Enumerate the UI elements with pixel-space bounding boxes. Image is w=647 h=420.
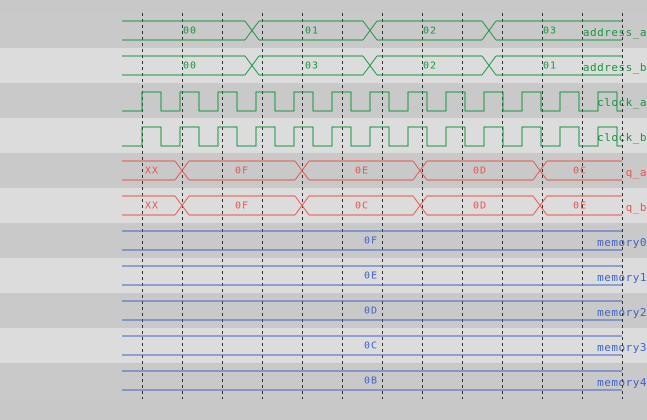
signal-label-memory2[interactable]: memory2 <box>597 306 647 319</box>
wave-value-memory4-0: 0B <box>363 375 379 387</box>
waveform-memory0[interactable] <box>122 230 622 251</box>
waveform-q_a[interactable] <box>122 160 622 181</box>
wave-value-address_a-0: 00 <box>182 25 198 37</box>
wave-value-q_b-3: 0D <box>472 200 488 212</box>
row-band-address_b <box>0 48 647 83</box>
signal-label-address_a[interactable]: address_a <box>582 26 647 39</box>
row-band-address_a <box>0 13 647 48</box>
row-band-memory4 <box>0 363 647 398</box>
wave-value-address_b-2: 02 <box>422 60 438 72</box>
waveform-address_b[interactable] <box>122 55 622 76</box>
wave-value-address_b-0: 00 <box>182 60 198 72</box>
waveform-clock_a[interactable] <box>122 91 622 112</box>
wave-value-q_a-4: 0C <box>572 165 588 177</box>
row-band-q_a <box>0 153 647 188</box>
signal-label-q_a[interactable]: q_a <box>625 166 647 179</box>
row-band-clock_b <box>0 118 647 153</box>
row-band-clock_a <box>0 83 647 118</box>
signal-label-q_b[interactable]: q_b <box>625 201 647 214</box>
wave-value-q_b-1: 0F <box>234 200 250 212</box>
wave-value-address_a-1: 01 <box>304 25 320 37</box>
signal-label-memory1[interactable]: memory1 <box>547 271 647 285</box>
row-band-memory1 <box>0 258 647 293</box>
wave-value-q_a-1: 0F <box>234 165 250 177</box>
wave-value-q_b-0: XX <box>144 200 160 212</box>
waveform-memory1[interactable] <box>122 265 622 286</box>
signal-label-memory0[interactable]: memory0 <box>547 236 647 250</box>
wave-value-q_b-4: 0E <box>572 200 588 212</box>
waveform-memory3[interactable] <box>122 335 622 356</box>
waveform-memory4[interactable] <box>122 370 622 391</box>
wave-value-address_a-3: 03 <box>542 25 558 37</box>
wave-value-q_a-0: XX <box>144 165 160 177</box>
wave-value-q_a-3: 0D <box>472 165 488 177</box>
wave-value-memory1-0: 0E <box>363 270 379 282</box>
signal-label-clock_a[interactable]: clock_a <box>597 96 647 109</box>
wave-value-address_a-2: 02 <box>422 25 438 37</box>
signal-label-memory3[interactable]: memory3 <box>597 341 647 354</box>
row-band-memory3 <box>0 328 647 363</box>
signal-label-clock_b[interactable]: clock_b <box>597 131 647 144</box>
signal-label-address_b[interactable]: address_b <box>582 61 647 74</box>
wave-value-q_b-2: 0C <box>354 200 370 212</box>
wave-value-memory3-0: 0C <box>363 340 379 352</box>
signal-label-memory4[interactable]: memory4 <box>597 376 647 389</box>
wave-value-q_a-2: 0E <box>354 165 370 177</box>
wave-value-address_b-3: 01 <box>542 60 558 72</box>
wave-value-memory2-0: 0D <box>363 305 379 317</box>
waveform-address_a[interactable] <box>122 20 622 41</box>
wave-value-memory0-0: 0F <box>363 235 379 247</box>
waveform-memory2[interactable] <box>122 300 622 321</box>
waveform-q_b[interactable] <box>122 195 622 216</box>
wave-value-address_b-1: 03 <box>304 60 320 72</box>
waveform-clock_b[interactable] <box>122 126 622 147</box>
row-band-memory2 <box>0 293 647 328</box>
row-band-memory0 <box>0 223 647 258</box>
row-band-q_b <box>0 188 647 223</box>
